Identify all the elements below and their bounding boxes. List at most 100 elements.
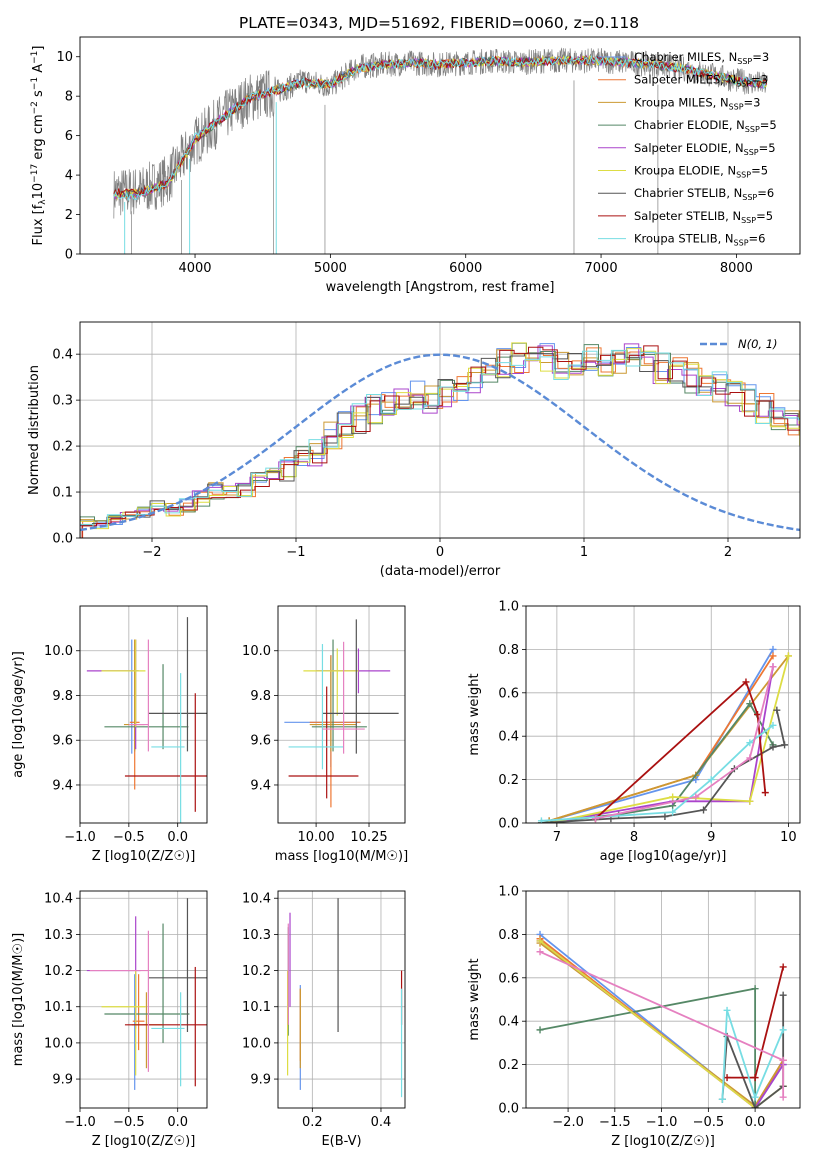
x-tick-label: 8000 <box>720 261 753 276</box>
plus-marker <box>769 663 777 671</box>
plus-marker <box>751 1093 759 1101</box>
plus-marker <box>779 991 787 999</box>
plus-marker <box>751 1104 759 1108</box>
plus-marker <box>751 1074 759 1082</box>
y-tick-label: 9.9 <box>250 1073 271 1088</box>
x-tick-label: 0.0 <box>167 1115 188 1130</box>
plus-marker <box>784 652 792 660</box>
legend-label: Chabrier ELODIE, NSSP=5 <box>634 118 777 134</box>
spectrum-panel: 4000 5000 6000 7000 8000 0 2 4 6 8 10 wavelength [A… <box>30 36 801 295</box>
axes-frame <box>277 605 406 824</box>
residual-histogram-step <box>80 349 800 528</box>
x-axis-label: (data-model)/error <box>380 564 501 579</box>
plus-marker <box>536 937 544 945</box>
plus-marker <box>773 706 781 714</box>
x-tick-label: −1.0 <box>646 1115 678 1130</box>
x-tick-label: 4000 <box>178 261 211 276</box>
axes-frame <box>79 321 801 539</box>
y-tick-label: 0 <box>65 248 73 263</box>
observed-spectrum-line <box>113 47 768 219</box>
mass-vs-metallicity-panel: −1.0 −0.5 0.0 9.9 10.0 10.1 10.2 10.3 10.4 Z [log… <box>11 890 208 1149</box>
y-tick-label: 4 <box>65 169 73 184</box>
plus-marker <box>723 1006 731 1014</box>
plot-area <box>80 342 800 538</box>
plus-marker <box>591 815 599 823</box>
mass-weight-line <box>595 666 774 820</box>
plus-marker <box>779 963 787 971</box>
plot-area <box>113 47 768 254</box>
x-tick-label: −2 <box>142 545 161 560</box>
x-axis-label: Z [log10(Z/Z☉)] <box>92 1134 196 1149</box>
y-tick-label: 0.8 <box>498 928 519 943</box>
y-axis-label: Flux [fλ10−17 erg cm−2 s−1 A−1] <box>30 46 48 246</box>
x-tick-label: −2.0 <box>552 1115 584 1130</box>
axes-frame <box>277 890 406 1109</box>
legend-label: Kroupa MILES, NSSP=3 <box>634 95 760 111</box>
plus-marker <box>754 711 762 718</box>
axes-frame <box>525 605 801 824</box>
y-tick-label: 9.9 <box>52 1073 73 1088</box>
x-axis-label: age [log10(age/yr)] <box>600 849 727 864</box>
y-tick-label: 10 <box>56 50 73 65</box>
mass-weight-line <box>721 995 785 1108</box>
residual-histogram-step <box>80 342 800 538</box>
plus-marker <box>779 1093 787 1101</box>
mass-weight-line <box>548 648 774 822</box>
plot-area <box>536 930 787 1108</box>
x-tick-label: 7 <box>553 830 561 845</box>
mass-weight-line <box>548 655 790 823</box>
y-tick-label: 10.4 <box>44 892 73 907</box>
legend-label: Salpeter MILES, NSSP=3 <box>634 73 768 89</box>
legend-label: Kroupa ELODIE, NSSP=5 <box>634 164 768 180</box>
y-tick-label: 10.0 <box>44 1036 73 1051</box>
residual-histogram-step <box>80 343 800 527</box>
y-tick-label: 0.6 <box>498 686 519 701</box>
plot-area <box>284 619 399 808</box>
residual-histogram-step <box>80 343 800 526</box>
y-tick-label: 2 <box>65 208 73 223</box>
y-tick-label: 0.8 <box>498 643 519 658</box>
y-tick-label: 0.0 <box>498 1102 519 1117</box>
plus-marker <box>707 776 715 784</box>
axes-frame <box>79 605 208 824</box>
x-tick-label: 0.2 <box>302 1115 323 1130</box>
plot-area <box>86 617 207 823</box>
x-tick-label: 6000 <box>449 261 482 276</box>
normal-distribution-curve <box>80 353 800 532</box>
plus-marker <box>746 797 754 805</box>
x-tick-label: 0 <box>436 545 444 560</box>
plus-marker <box>769 743 777 751</box>
legend-label: Kroupa STELIB, NSSP=6 <box>634 232 765 248</box>
x-tick-label: 7000 <box>585 261 618 276</box>
plus-marker <box>761 789 769 797</box>
plus-marker <box>669 793 677 801</box>
axes-frame <box>79 890 208 1109</box>
age-vs-mass-panel: 10.00 10.25 9.4 9.6 9.8 10.0 mass [log10(M/M☉)… <box>242 605 408 864</box>
x-axis-label: E(B-V) <box>321 1134 361 1149</box>
y-tick-label: 10.1 <box>44 1000 73 1015</box>
x-axis-label: Z [log10(Z/Z☉)] <box>92 849 196 864</box>
y-tick-label: 0.2 <box>498 1058 519 1073</box>
y-tick-label: 0.2 <box>498 773 519 788</box>
model-spectrum-line <box>113 54 768 202</box>
y-axis-label: age [log10(age/yr)] <box>11 651 26 778</box>
x-tick-label: −0.5 <box>113 1115 145 1130</box>
y-tick-label: 10.4 <box>242 892 271 907</box>
plot-area <box>86 898 207 1090</box>
plus-marker <box>746 700 754 708</box>
legend-label: Chabrier MILES, NSSP=3 <box>634 50 769 66</box>
x-tick-label: 2 <box>724 545 732 560</box>
y-tick-label: 9.6 <box>250 734 271 749</box>
y-tick-label: 10.3 <box>44 928 73 943</box>
plus-marker <box>781 741 789 749</box>
plus-marker <box>746 754 754 762</box>
plus-marker <box>779 1056 787 1064</box>
x-tick-label: 0.0 <box>167 830 188 845</box>
model-spectrum-line <box>113 55 768 199</box>
y-tick-label: 8 <box>65 90 73 105</box>
y-tick-label: 1.0 <box>498 885 519 900</box>
y-tick-label: 1.0 <box>498 600 519 615</box>
x-tick-label: 10.00 <box>297 830 334 845</box>
x-axis-label: Z [log10(Z/Z☉)] <box>611 1134 715 1149</box>
plus-marker <box>769 652 777 660</box>
